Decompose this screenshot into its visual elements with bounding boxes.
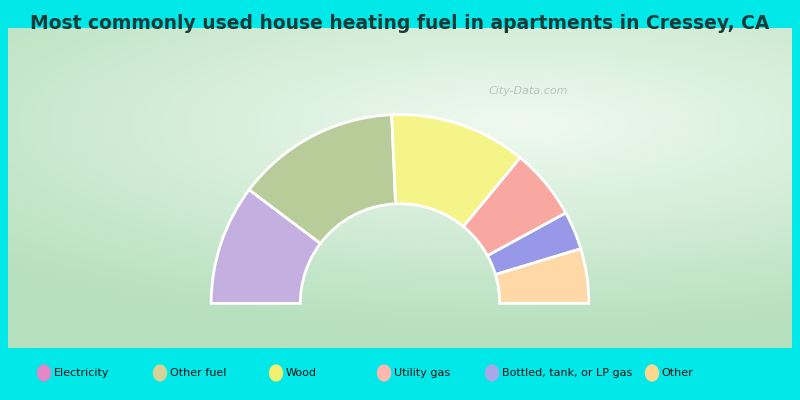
Ellipse shape [269, 364, 283, 382]
Text: Electricity: Electricity [54, 368, 109, 378]
Ellipse shape [37, 364, 51, 382]
Text: Utility gas: Utility gas [394, 368, 450, 378]
Wedge shape [211, 190, 321, 304]
Ellipse shape [377, 364, 391, 382]
Text: Bottled, tank, or LP gas: Bottled, tank, or LP gas [502, 368, 632, 378]
Text: Most commonly used house heating fuel in apartments in Cressey, CA: Most commonly used house heating fuel in… [30, 14, 770, 33]
Ellipse shape [645, 364, 659, 382]
Wedge shape [495, 249, 589, 304]
Text: Wood: Wood [286, 368, 317, 378]
Wedge shape [392, 114, 520, 226]
Wedge shape [249, 115, 396, 244]
Wedge shape [487, 213, 581, 274]
Ellipse shape [485, 364, 499, 382]
Text: Other: Other [662, 368, 694, 378]
Text: City-Data.com: City-Data.com [488, 86, 568, 96]
Text: Other fuel: Other fuel [170, 368, 226, 378]
Ellipse shape [153, 364, 167, 382]
Wedge shape [463, 158, 566, 256]
